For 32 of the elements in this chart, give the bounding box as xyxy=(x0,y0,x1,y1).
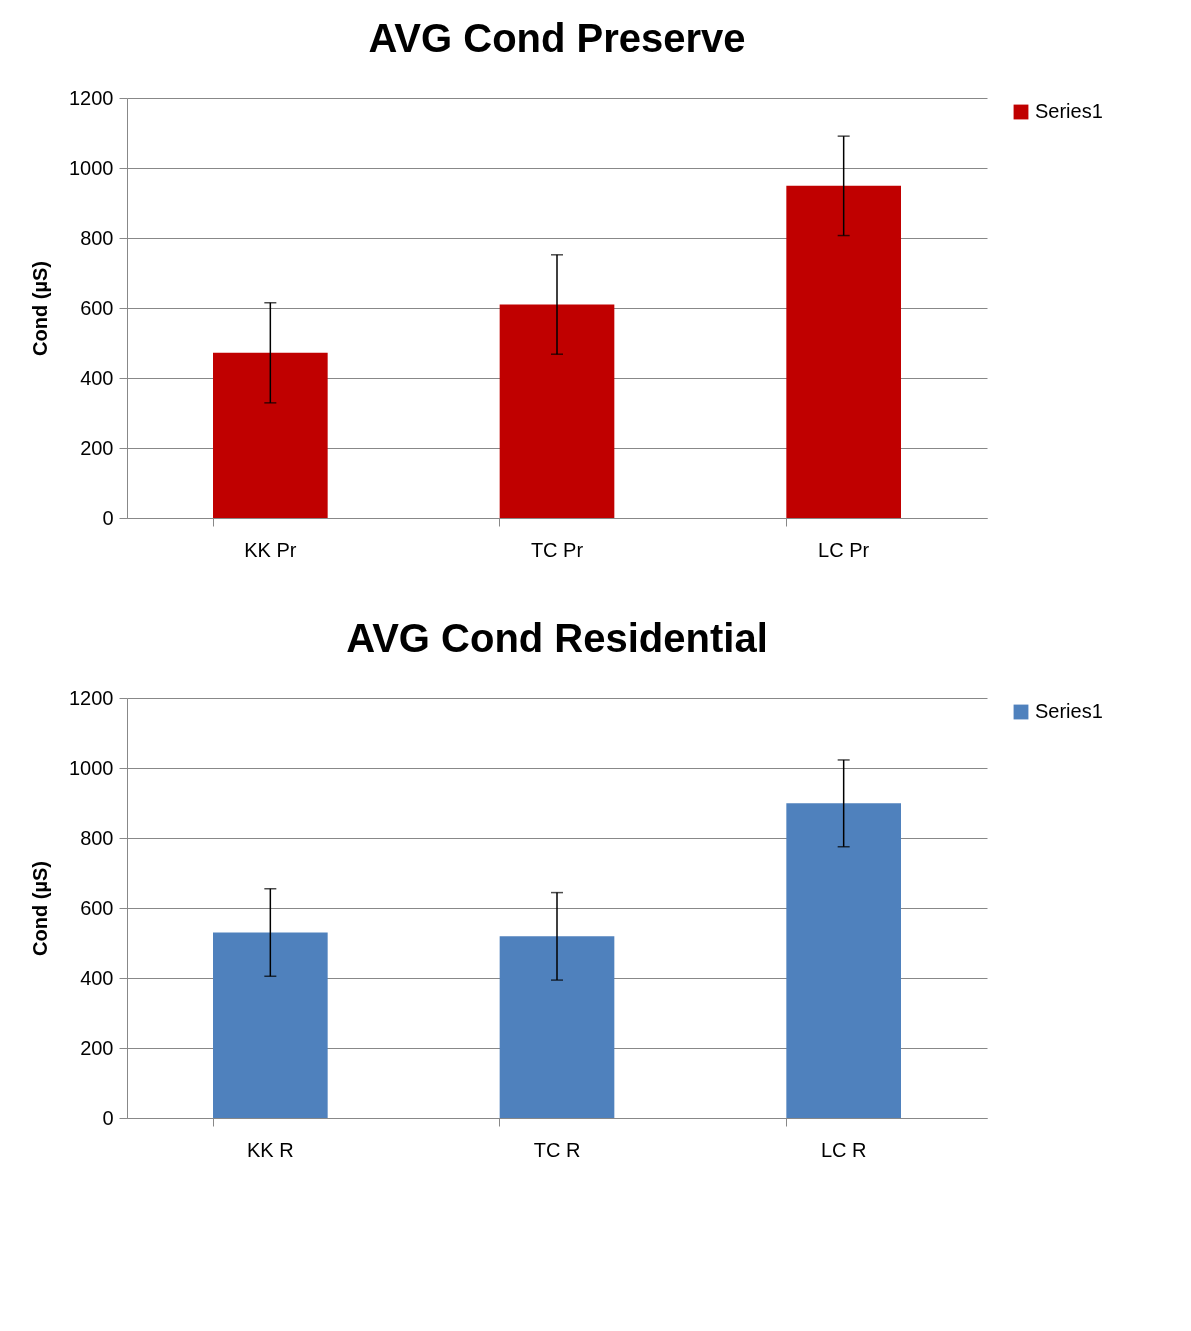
y-tick-label: 400 xyxy=(80,966,114,989)
y-tick-label: 800 xyxy=(80,826,114,849)
x-tick-label: KK Pr xyxy=(244,538,297,561)
y-tick-label: 1000 xyxy=(69,756,114,779)
x-tick-label: LC Pr xyxy=(818,538,870,561)
legend-label: Series1 xyxy=(1035,100,1103,122)
y-tick-label: 0 xyxy=(102,1106,114,1129)
bar xyxy=(213,932,328,1118)
chart-title: AVG Cond Preserve xyxy=(368,16,746,60)
y-tick-label: 400 xyxy=(80,366,114,389)
x-tick-label: TC R xyxy=(533,1138,581,1161)
y-tick-label: 1200 xyxy=(69,686,114,709)
bar xyxy=(213,352,328,518)
bar xyxy=(499,304,615,518)
y-tick-label: 1200 xyxy=(69,86,114,109)
y-axis-title: Cond (µS) xyxy=(29,861,52,956)
bar xyxy=(499,936,615,1118)
legend-label: Series1 xyxy=(1035,700,1103,722)
y-tick-label: 1000 xyxy=(69,156,114,179)
x-tick-label: TC Pr xyxy=(530,538,584,561)
y-tick-label: 0 xyxy=(102,506,114,529)
bar xyxy=(786,185,901,518)
x-tick-label: LC R xyxy=(820,1138,867,1161)
y-tick-label: 600 xyxy=(80,296,114,319)
y-tick-label: 200 xyxy=(80,1036,114,1059)
y-tick-label: 200 xyxy=(80,436,114,459)
y-axis-title: Cond (µS) xyxy=(29,261,52,356)
y-tick-label: 800 xyxy=(80,226,114,249)
x-tick-label: KK R xyxy=(246,1138,294,1161)
bar xyxy=(786,803,901,1118)
y-tick-label: 600 xyxy=(80,896,114,919)
chart-title: AVG Cond Residential xyxy=(346,616,768,660)
